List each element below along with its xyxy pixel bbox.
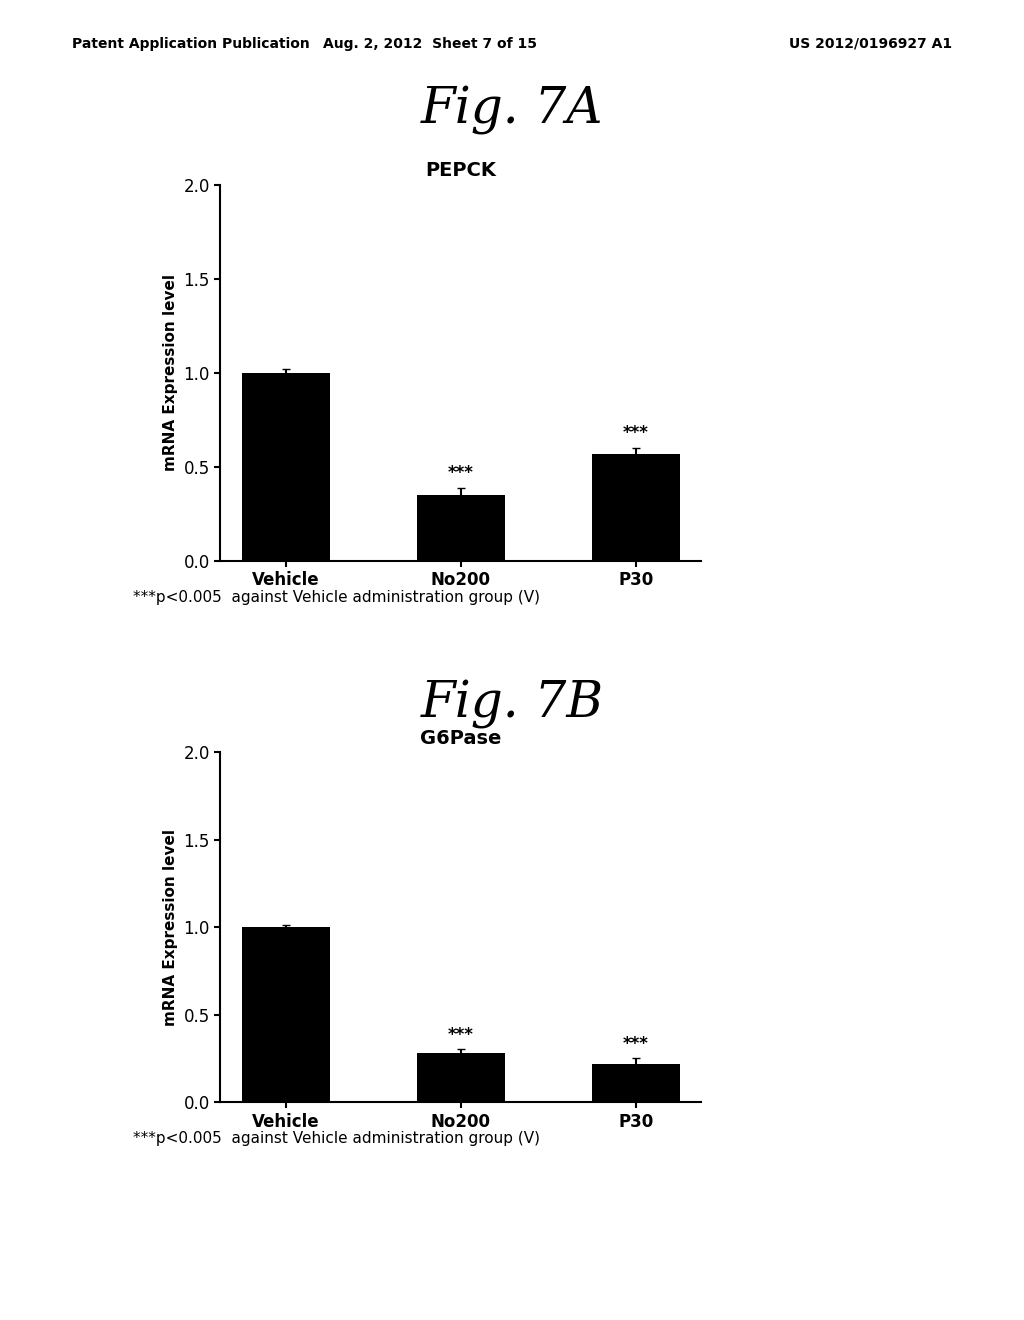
Text: Fig. 7A: Fig. 7A xyxy=(421,86,603,135)
Text: Fig. 7B: Fig. 7B xyxy=(421,680,603,729)
Bar xyxy=(417,1053,505,1102)
Text: Patent Application Publication: Patent Application Publication xyxy=(72,37,309,51)
Text: ***p<0.005  against Vehicle administration group (V): ***p<0.005 against Vehicle administratio… xyxy=(133,1131,540,1146)
Y-axis label: mRNA Expression level: mRNA Expression level xyxy=(163,829,178,1026)
Text: Aug. 2, 2012  Sheet 7 of 15: Aug. 2, 2012 Sheet 7 of 15 xyxy=(324,37,537,51)
Title: G6Pase: G6Pase xyxy=(420,729,502,748)
Text: ***: *** xyxy=(447,1026,474,1044)
Text: ***: *** xyxy=(447,465,474,482)
Text: ***p<0.005  against Vehicle administration group (V): ***p<0.005 against Vehicle administratio… xyxy=(133,590,540,605)
Bar xyxy=(592,454,680,561)
Bar xyxy=(417,495,505,561)
Text: ***: *** xyxy=(623,425,649,442)
Title: PEPCK: PEPCK xyxy=(425,161,497,181)
Y-axis label: mRNA Expression level: mRNA Expression level xyxy=(163,275,178,471)
Bar xyxy=(592,1064,680,1102)
Text: ***: *** xyxy=(623,1035,649,1053)
Text: US 2012/0196927 A1: US 2012/0196927 A1 xyxy=(790,37,952,51)
Bar xyxy=(242,374,330,561)
Bar xyxy=(242,927,330,1102)
